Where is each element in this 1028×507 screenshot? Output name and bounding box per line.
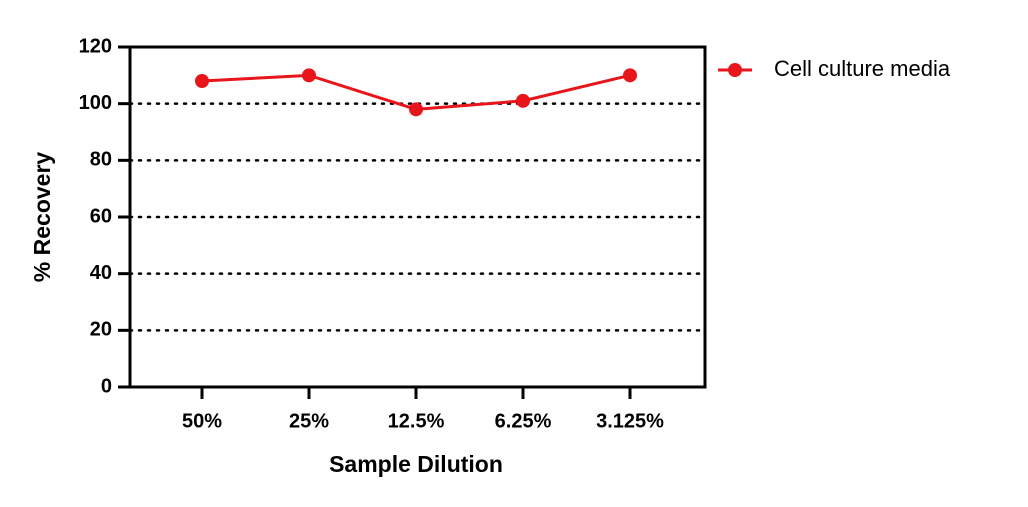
data-point	[623, 68, 637, 83]
y-tick-label: 100	[79, 92, 112, 114]
y-tick-label: 40	[90, 262, 112, 284]
x-tick-label: 6.25%	[495, 410, 552, 432]
x-tick-label: 12.5%	[388, 410, 445, 432]
y-tick-label: 0	[101, 375, 112, 397]
y-tick-label: 80	[90, 149, 112, 171]
legend-label: Cell culture media	[774, 56, 951, 81]
x-tick-label: 25%	[289, 410, 329, 432]
x-axis-title: Sample Dilution	[329, 451, 503, 477]
y-tick-label: 20	[90, 319, 112, 341]
data-point	[409, 102, 423, 117]
legend-marker	[728, 63, 742, 77]
y-axis-title: % Recovery	[29, 152, 55, 283]
x-tick-label: 3.125%	[596, 410, 664, 432]
data-point	[516, 93, 530, 108]
y-tick-label: 120	[79, 35, 112, 57]
y-tick-label: 60	[90, 205, 112, 227]
x-tick-label: 50%	[182, 410, 222, 432]
data-point	[195, 74, 209, 88]
data-point	[302, 68, 316, 83]
